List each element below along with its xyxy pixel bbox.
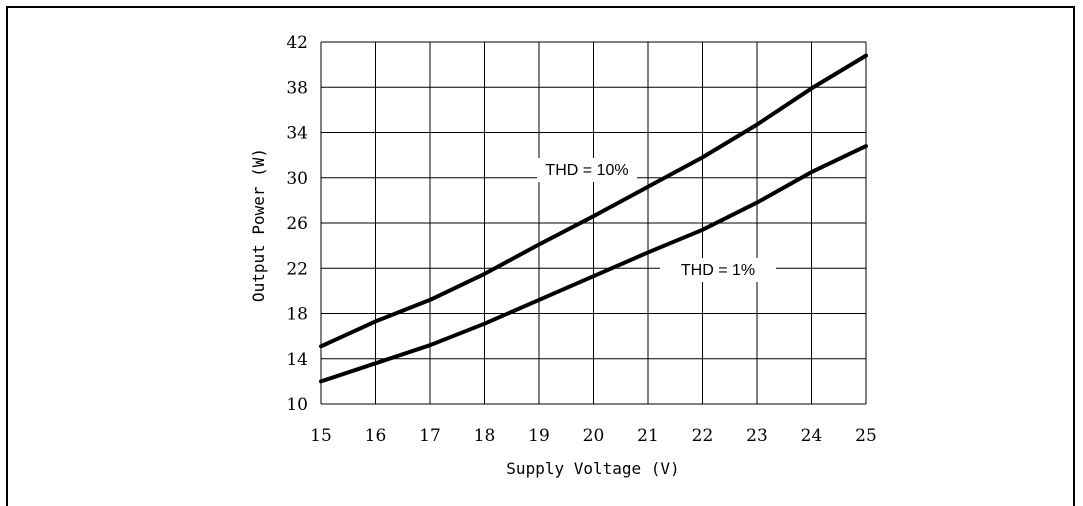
- x-tick-label: 16: [365, 426, 387, 446]
- x-tick-label: 21: [637, 426, 659, 446]
- y-tick-label: 30: [286, 169, 308, 189]
- x-tick-label: 15: [310, 426, 332, 446]
- grid: [320, 41, 867, 405]
- x-tick-label: 19: [528, 426, 550, 446]
- y-tick-label: 38: [286, 78, 308, 98]
- series-annotation: THD = 1%: [681, 262, 755, 279]
- x-tick-labels: 15 16 17 18 19 20 21 22 23 24 25: [310, 426, 877, 446]
- series-line-thd-10: [319, 53, 868, 349]
- series-annotation: THD = 10%: [545, 162, 628, 179]
- series-line-thd-1: [319, 144, 868, 384]
- x-tick-label: 18: [474, 426, 496, 446]
- y-tick-label: 42: [286, 33, 308, 53]
- x-tick-label: 20: [583, 426, 605, 446]
- x-tick-label: 22: [692, 426, 714, 446]
- annotation-background: [660, 258, 776, 282]
- y-axis-label: Output Power (W): [249, 148, 268, 302]
- y-tick-label: 10: [286, 395, 308, 415]
- annotation-background: [537, 158, 637, 182]
- x-axis-label: Supply Voltage (V): [506, 459, 679, 478]
- y-tick-label: 34: [286, 124, 308, 144]
- annotations: THD = 10% THD = 1%: [537, 158, 776, 282]
- x-tick-label: 17: [419, 426, 441, 446]
- x-tick-label: 24: [801, 426, 823, 446]
- y-tick-labels: 10 14 18 22 26 30 34 38 42: [286, 33, 308, 415]
- figure-frame: [6, 6, 1075, 506]
- y-tick-label: 18: [286, 305, 308, 325]
- y-tick-label: 26: [286, 214, 308, 234]
- series-lines: [319, 53, 868, 384]
- x-tick-label: 23: [746, 426, 768, 446]
- y-tick-label: 22: [286, 259, 308, 279]
- x-tick-label: 25: [855, 426, 877, 446]
- y-tick-label: 14: [286, 350, 308, 370]
